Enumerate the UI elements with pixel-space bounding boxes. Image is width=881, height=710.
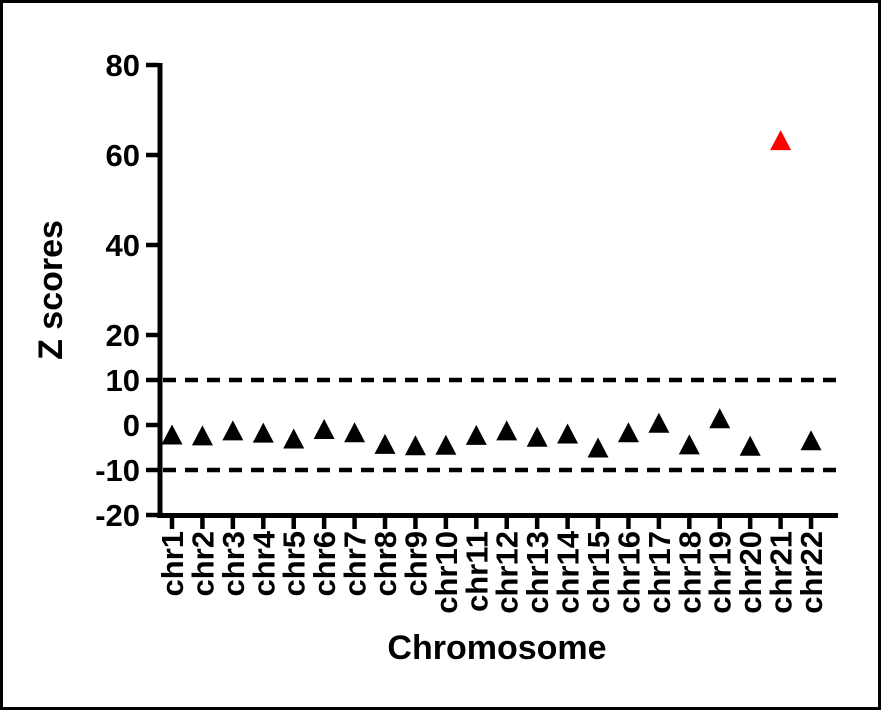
x-tick-label-chr22: chr22 xyxy=(794,531,829,614)
y-tick-label--10: -10 xyxy=(95,453,140,488)
x-tick-label-chr10: chr10 xyxy=(429,531,464,614)
x-tick-label-chr4: chr4 xyxy=(246,530,281,596)
x-tick-label-chr18: chr18 xyxy=(672,531,707,614)
data-point-chr10 xyxy=(435,434,457,455)
y-tick-label-60: 60 xyxy=(106,138,140,173)
data-point-chr17 xyxy=(648,412,670,433)
x-axis-title: Chromosome xyxy=(387,629,606,667)
data-point-chr11 xyxy=(465,424,487,445)
x-tick-label-chr1: chr1 xyxy=(155,531,190,596)
x-tick-label-chr6: chr6 xyxy=(307,531,342,596)
data-point-chr7 xyxy=(344,422,366,443)
data-point-chr13 xyxy=(526,426,548,447)
y-tick-label--20: -20 xyxy=(95,498,140,533)
data-point-chr20 xyxy=(739,435,761,456)
x-tick-label-chr5: chr5 xyxy=(277,531,312,596)
x-tick-label-chr2: chr2 xyxy=(185,531,220,596)
data-point-chr21 xyxy=(770,130,792,151)
data-point-chr3 xyxy=(222,420,244,441)
data-point-chr9 xyxy=(404,435,426,456)
data-point-chr18 xyxy=(678,434,700,455)
x-tick-label-chr15: chr15 xyxy=(581,531,616,614)
x-tick-label-chr17: chr17 xyxy=(642,531,677,614)
data-point-chr15 xyxy=(587,437,609,458)
y-tick-label-40: 40 xyxy=(106,228,140,263)
x-tick-label-chr20: chr20 xyxy=(733,531,768,614)
x-tick-label-chr9: chr9 xyxy=(398,531,433,596)
data-point-chr12 xyxy=(496,420,518,441)
x-tick-label-chr3: chr3 xyxy=(216,531,251,596)
x-tick-label-chr11: chr11 xyxy=(459,531,494,612)
y-tick-label-10: 10 xyxy=(106,363,140,398)
data-point-chr19 xyxy=(709,408,731,429)
x-tick-label-chr16: chr16 xyxy=(611,531,646,614)
data-point-chr22 xyxy=(800,430,822,451)
data-point-chr2 xyxy=(191,425,213,446)
x-tick-label-chr14: chr14 xyxy=(551,530,586,613)
x-tick-label-chr13: chr13 xyxy=(520,531,555,614)
chart-canvas: -20-1001020406080chr1chr2chr3chr4chr5chr… xyxy=(32,48,838,667)
y-tick-label-0: 0 xyxy=(123,408,140,443)
x-tick-label-chr7: chr7 xyxy=(338,531,373,596)
y-tick-label-80: 80 xyxy=(106,48,140,83)
data-point-chr4 xyxy=(252,422,274,443)
data-point-chr5 xyxy=(283,428,305,449)
x-tick-label-chr8: chr8 xyxy=(368,531,403,596)
data-point-chr14 xyxy=(557,423,579,444)
data-point-chr1 xyxy=(161,424,183,445)
x-tick-label-chr21: chr21 xyxy=(764,531,799,614)
data-point-chr16 xyxy=(617,422,639,443)
data-point-chr6 xyxy=(313,419,335,440)
x-tick-label-chr19: chr19 xyxy=(703,531,738,614)
x-tick-label-chr12: chr12 xyxy=(490,531,525,614)
y-tick-label-20: 20 xyxy=(106,318,140,353)
data-point-chr8 xyxy=(374,433,396,454)
plot-area: -20-1001020406080chr1chr2chr3chr4chr5chr… xyxy=(95,48,838,614)
y-axis-title: Z scores xyxy=(32,220,70,360)
